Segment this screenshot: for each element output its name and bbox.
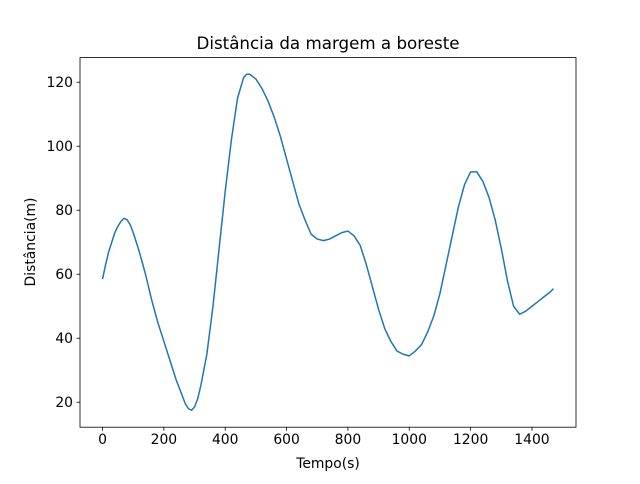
x-axis-label: Tempo(s) (295, 456, 360, 472)
x-tick-label: 1400 (514, 432, 549, 448)
y-axis-label: Distância(m) (23, 198, 39, 287)
x-tick-label: 400 (212, 432, 239, 448)
y-tick-label: 20 (55, 395, 73, 411)
x-tick-label: 1000 (392, 432, 427, 448)
x-tick-label: 200 (151, 432, 178, 448)
y-tick-label: 80 (55, 203, 73, 219)
plot-frame (79, 57, 577, 428)
y-tick-label: 100 (46, 139, 73, 155)
x-tick-label: 600 (273, 432, 300, 448)
y-tick-label: 120 (46, 75, 73, 91)
chart-title: Distância da margem a boreste (196, 33, 459, 53)
x-tick-label: 800 (335, 432, 362, 448)
x-tick-label: 0 (98, 432, 107, 448)
y-tick-label: 40 (55, 331, 73, 347)
x-tick-label: 1200 (453, 432, 488, 448)
data-line (101, 73, 554, 411)
y-tick-label: 60 (55, 267, 73, 283)
